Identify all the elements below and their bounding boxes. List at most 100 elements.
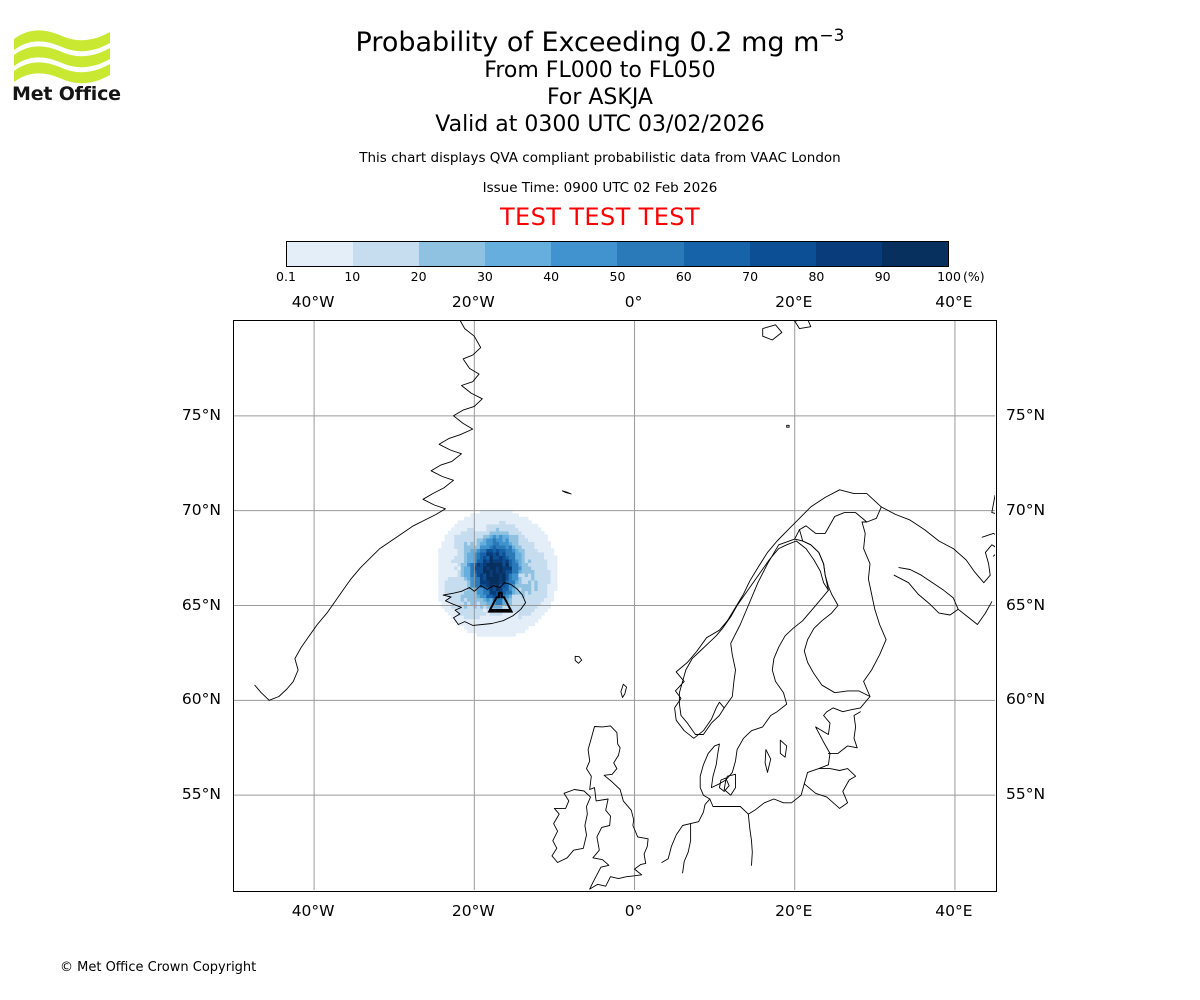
coastline-kola-russia <box>880 506 995 584</box>
plume-cell <box>550 551 555 556</box>
plume-cell <box>521 579 526 585</box>
plume-cell <box>486 565 491 571</box>
plume-cell <box>518 572 523 578</box>
plume-cell <box>537 615 542 620</box>
plume-cell <box>457 534 462 539</box>
plume-cell <box>495 551 500 556</box>
plume-cell <box>505 541 510 546</box>
plume-cell <box>489 632 494 637</box>
plume-cell <box>441 562 446 567</box>
plume-cell <box>544 551 548 556</box>
plume-cell <box>492 572 497 578</box>
plume-cell <box>470 608 475 613</box>
plume-cell <box>486 594 491 599</box>
plume-cell <box>441 572 446 578</box>
coastline-scandinavia <box>674 489 882 815</box>
coastline-faroe-islands <box>574 655 583 664</box>
plume-cell <box>463 590 468 595</box>
plume-cell <box>457 615 462 620</box>
plume-cell <box>451 569 455 574</box>
plume-cell <box>438 555 443 560</box>
plume-cell <box>463 555 468 560</box>
plume-cell <box>518 622 523 627</box>
plume-cell <box>502 551 507 556</box>
plume-cell <box>492 541 497 546</box>
plume-cell <box>451 530 455 535</box>
plume-cell <box>527 523 532 528</box>
plume-cell <box>438 594 443 599</box>
plume-cell <box>540 587 545 592</box>
plume-cell <box>489 558 494 563</box>
plume-cell <box>495 523 500 528</box>
plume-cell <box>483 590 487 595</box>
plume-cell <box>467 615 471 620</box>
plume-cell <box>460 523 465 528</box>
plume-cell <box>499 537 503 542</box>
plume-cell <box>527 587 532 592</box>
plume-cell <box>499 509 503 514</box>
plume-cell <box>537 597 542 602</box>
lat-tick-right-65°N: 65°N <box>1006 595 1046 614</box>
border-estonia-latvia <box>827 711 861 754</box>
plume-cell <box>540 537 545 542</box>
plume-cell <box>531 608 535 613</box>
plume-cell <box>470 587 475 592</box>
page-title-text: Probability of Exceeding 0.2 mg m <box>355 27 820 58</box>
plume-cell <box>460 608 465 613</box>
plume-cell <box>505 520 510 525</box>
plume-cell <box>486 611 491 616</box>
plume-cell <box>502 520 507 525</box>
plume-cell <box>518 527 523 532</box>
plume-cell <box>534 618 539 623</box>
plume-cell <box>553 555 558 560</box>
plume-cell <box>531 551 535 556</box>
plume-cell <box>534 583 539 588</box>
plume-cell <box>473 555 478 560</box>
plume-cell <box>470 548 475 553</box>
plume-cell <box>534 587 539 592</box>
plume-cell <box>447 548 452 553</box>
plume-cell <box>505 572 510 578</box>
plume-cell <box>534 555 539 560</box>
plume-cell <box>454 541 459 546</box>
lon-tick-bottom-40°E: 40°E <box>935 902 973 920</box>
plume-cell <box>479 604 484 609</box>
plume-cell <box>505 632 510 637</box>
plume-cell <box>489 565 494 571</box>
plume-cell <box>521 534 526 539</box>
plume-cell <box>470 562 475 567</box>
plume-cell <box>473 601 478 606</box>
plume-cell <box>515 569 519 574</box>
plume-cell <box>457 576 462 581</box>
plume-cell <box>467 618 471 623</box>
plume-cell <box>447 590 452 595</box>
plume-cell <box>537 587 542 592</box>
colorbar-band-5 <box>617 242 684 266</box>
plume-cell <box>451 611 455 616</box>
plume-cell <box>473 583 478 588</box>
plume-cell <box>499 516 503 521</box>
plume-cell <box>527 537 532 542</box>
plume-cell <box>479 587 484 592</box>
colorbar-tick-20: 20 <box>410 269 427 284</box>
plume-cell <box>463 615 468 620</box>
plume-cell <box>524 587 529 592</box>
plume-cell <box>489 615 494 620</box>
plume-cell <box>511 537 516 542</box>
plume-cell <box>515 537 519 542</box>
coastline-greenland <box>254 321 483 701</box>
plume-cell <box>479 562 484 567</box>
plume-cell <box>508 527 513 532</box>
plume-cell <box>479 509 484 514</box>
plume-cell <box>483 558 487 563</box>
plume-cell <box>473 527 478 532</box>
colorbar-tick-100: 100 <box>937 269 961 284</box>
plume-cell <box>457 541 462 546</box>
lon-tick-top-20°E: 20°E <box>775 293 813 311</box>
plume-cell <box>495 558 500 563</box>
plume-cell <box>534 608 539 613</box>
plume-cell <box>531 544 535 549</box>
plume-cell <box>540 569 545 574</box>
plume-cell <box>460 558 465 563</box>
plume-cell <box>476 569 481 574</box>
